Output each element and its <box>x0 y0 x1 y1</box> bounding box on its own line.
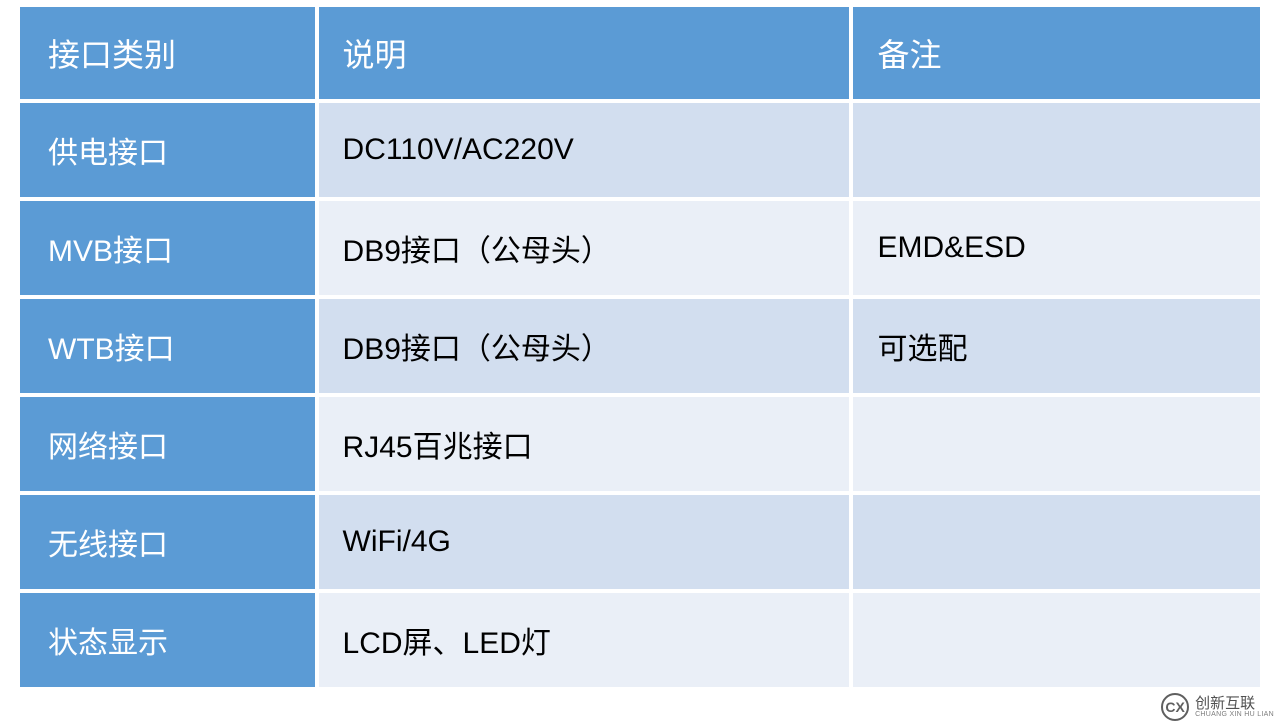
watermark-en: CHUANG XIN HU LIAN <box>1195 711 1274 718</box>
cell-note: EMD&ESD <box>851 199 1262 297</box>
cell-note <box>851 395 1262 493</box>
table-row: 状态显示LCD屏、LED灯 <box>18 591 1262 689</box>
table-row: 无线接口WiFi/4G <box>18 493 1262 591</box>
watermark-logo-icon: CX <box>1161 693 1189 721</box>
watermark-cn: 创新互联 <box>1195 696 1274 711</box>
cell-note <box>851 493 1262 591</box>
watermark-text: 创新互联 CHUANG XIN HU LIAN <box>1195 696 1274 718</box>
cell-category: MVB接口 <box>18 199 317 297</box>
cell-description: DC110V/AC220V <box>317 101 852 199</box>
cell-description: DB9接口（公母头） <box>317 199 852 297</box>
cell-description: DB9接口（公母头） <box>317 297 852 395</box>
table-row: MVB接口DB9接口（公母头）EMD&ESD <box>18 199 1262 297</box>
cell-description: RJ45百兆接口 <box>317 395 852 493</box>
cell-category: 无线接口 <box>18 493 317 591</box>
cell-note: 可选配 <box>851 297 1262 395</box>
interface-table: 接口类别 说明 备注 供电接口DC110V/AC220VMVB接口DB9接口（公… <box>18 5 1262 689</box>
interface-table-container: 接口类别 说明 备注 供电接口DC110V/AC220VMVB接口DB9接口（公… <box>18 5 1262 689</box>
table-row: 网络接口RJ45百兆接口 <box>18 395 1262 493</box>
table-header-row: 接口类别 说明 备注 <box>18 5 1262 101</box>
header-note: 备注 <box>851 5 1262 101</box>
header-description: 说明 <box>317 5 852 101</box>
table-row: 供电接口DC110V/AC220V <box>18 101 1262 199</box>
cell-category: 状态显示 <box>18 591 317 689</box>
cell-note <box>851 101 1262 199</box>
cell-category: 供电接口 <box>18 101 317 199</box>
watermark: CX 创新互联 CHUANG XIN HU LIAN <box>1161 693 1274 721</box>
cell-note <box>851 591 1262 689</box>
cell-category: WTB接口 <box>18 297 317 395</box>
header-category: 接口类别 <box>18 5 317 101</box>
cell-description: WiFi/4G <box>317 493 852 591</box>
cell-category: 网络接口 <box>18 395 317 493</box>
cell-description: LCD屏、LED灯 <box>317 591 852 689</box>
table-row: WTB接口DB9接口（公母头）可选配 <box>18 297 1262 395</box>
